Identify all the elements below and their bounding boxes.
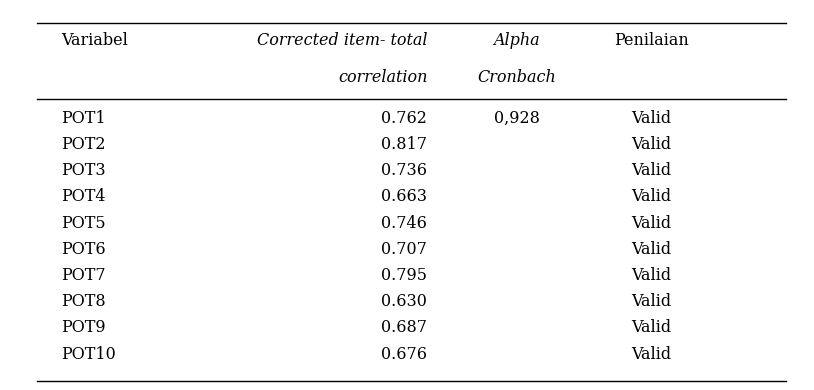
Text: 0.663: 0.663 — [381, 188, 427, 205]
Text: Valid: Valid — [631, 215, 672, 232]
Text: POT9: POT9 — [61, 319, 106, 336]
Text: Corrected item- total: Corrected item- total — [257, 32, 427, 50]
Text: 0,928: 0,928 — [494, 110, 540, 127]
Text: 0.707: 0.707 — [382, 241, 427, 258]
Text: POT3: POT3 — [61, 162, 106, 179]
Text: 0.746: 0.746 — [382, 215, 427, 232]
Text: 0.736: 0.736 — [381, 162, 427, 179]
Text: Valid: Valid — [631, 241, 672, 258]
Text: Valid: Valid — [631, 319, 672, 336]
Text: 0.817: 0.817 — [381, 136, 427, 153]
Text: Penilaian: Penilaian — [614, 32, 689, 50]
Text: 0.676: 0.676 — [381, 346, 427, 363]
Text: POT5: POT5 — [61, 215, 106, 232]
Text: POT2: POT2 — [61, 136, 106, 153]
Text: correlation: correlation — [338, 69, 427, 87]
Text: Valid: Valid — [631, 136, 672, 153]
Text: Valid: Valid — [631, 346, 672, 363]
Text: POT1: POT1 — [61, 110, 106, 127]
Text: 0.795: 0.795 — [381, 267, 427, 284]
Text: Variabel: Variabel — [61, 32, 128, 50]
Text: Alpha: Alpha — [493, 32, 540, 50]
Text: Valid: Valid — [631, 162, 672, 179]
Text: Valid: Valid — [631, 293, 672, 310]
Text: Valid: Valid — [631, 188, 672, 205]
Text: POT10: POT10 — [61, 346, 116, 363]
Text: POT4: POT4 — [61, 188, 106, 205]
Text: 0.687: 0.687 — [381, 319, 427, 336]
Text: Cronbach: Cronbach — [478, 69, 556, 87]
Text: 0.762: 0.762 — [382, 110, 427, 127]
Text: 0.630: 0.630 — [382, 293, 427, 310]
Text: POT6: POT6 — [61, 241, 106, 258]
Text: POT7: POT7 — [61, 267, 106, 284]
Text: POT8: POT8 — [61, 293, 106, 310]
Text: Valid: Valid — [631, 110, 672, 127]
Text: Valid: Valid — [631, 267, 672, 284]
